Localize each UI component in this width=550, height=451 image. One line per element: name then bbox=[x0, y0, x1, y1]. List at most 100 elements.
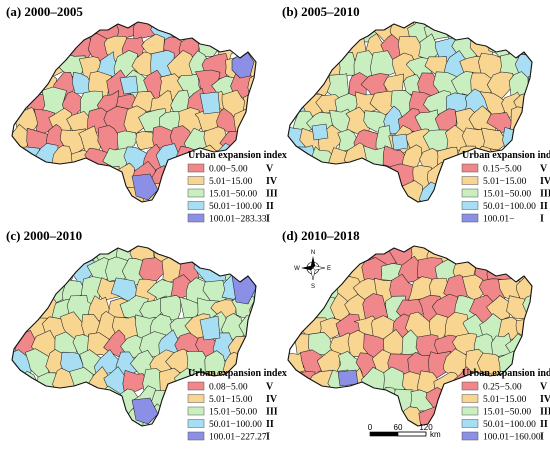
north-arrow-icon: N S E W bbox=[294, 250, 331, 290]
scale-bar-segment bbox=[370, 432, 398, 436]
region-outline bbox=[11, 21, 257, 203]
county-polygon bbox=[18, 69, 40, 101]
county-polygon bbox=[12, 164, 35, 190]
legend-swatch bbox=[461, 188, 479, 198]
county-polygon bbox=[302, 392, 324, 418]
region-outline bbox=[287, 21, 533, 203]
county-polygon bbox=[509, 106, 532, 134]
legend-swatch bbox=[187, 406, 205, 416]
county-polygon bbox=[288, 165, 311, 194]
legend-swatch bbox=[461, 213, 479, 223]
legend-class-label: I bbox=[540, 214, 544, 225]
county-polygon bbox=[288, 277, 308, 304]
county-mosaic bbox=[11, 245, 257, 427]
county-polygon bbox=[288, 386, 311, 417]
county-polygon bbox=[445, 246, 472, 264]
legend-title: Urban expansion index bbox=[462, 150, 550, 161]
county-polygon bbox=[62, 165, 86, 188]
legend-swatch bbox=[461, 201, 479, 210]
legend-class-label: V bbox=[266, 164, 274, 175]
county-polygon bbox=[327, 181, 350, 202]
county-polygon bbox=[418, 33, 442, 62]
county-polygon bbox=[131, 397, 159, 425]
county-polygon bbox=[18, 182, 40, 202]
county-polygon bbox=[123, 105, 147, 138]
county-polygon bbox=[201, 246, 230, 267]
county-polygon bbox=[23, 55, 51, 83]
county-polygon bbox=[12, 51, 35, 83]
county-polygon bbox=[525, 108, 532, 134]
county-polygon bbox=[96, 165, 120, 192]
county-polygon bbox=[12, 36, 41, 62]
legend-range-label: 0.15−5.00 bbox=[483, 165, 522, 175]
legend-swatch bbox=[187, 381, 205, 391]
county-polygon bbox=[334, 164, 366, 190]
legend-class-label: V bbox=[540, 382, 548, 393]
county-polygon bbox=[12, 275, 35, 305]
panel-title: (a) 2000–2005 bbox=[6, 4, 83, 19]
county-polygon bbox=[291, 183, 317, 202]
legend-class-label: IV bbox=[540, 394, 550, 405]
scale-bar: 0 60 120 km bbox=[368, 423, 441, 439]
legend-swatch bbox=[187, 176, 205, 185]
county-polygon bbox=[317, 22, 347, 43]
legend-range-label: 5.01−15.00 bbox=[209, 177, 253, 187]
legend-range-label: 15.01−50.00 bbox=[483, 190, 531, 200]
county-polygon bbox=[13, 297, 44, 322]
county-polygon bbox=[320, 246, 343, 269]
county-polygon bbox=[292, 34, 317, 57]
map-panel-d: (d) 2010–2018 Urban expansion index 0.25−5… bbox=[282, 228, 550, 443]
legend-class-label: IV bbox=[266, 176, 278, 187]
county-polygon bbox=[480, 22, 509, 43]
legend-class-label: II bbox=[266, 201, 274, 212]
compass-west-label: W bbox=[294, 266, 300, 272]
legend-range-label: 50.01−100.00 bbox=[483, 420, 536, 430]
legend-class-label: I bbox=[266, 432, 270, 443]
legend-range-label: 0.00−5.00 bbox=[209, 165, 248, 175]
legend-range-label: 15.01−50.00 bbox=[483, 408, 531, 418]
county-polygon bbox=[119, 75, 139, 95]
county-polygon bbox=[30, 34, 57, 61]
county-polygon bbox=[199, 315, 221, 341]
county-polygon bbox=[301, 166, 325, 189]
county-polygon bbox=[248, 329, 256, 355]
legend-title: Urban expansion index bbox=[462, 368, 550, 379]
county-polygon bbox=[24, 277, 49, 303]
county-polygon bbox=[199, 91, 221, 115]
county-polygon bbox=[288, 22, 309, 46]
county-polygon bbox=[480, 246, 506, 270]
legend-range-label: 100.01−160.00 bbox=[483, 433, 541, 443]
compass-north-label: N bbox=[311, 250, 315, 256]
county-polygon bbox=[78, 165, 102, 193]
legend-class-label: III bbox=[266, 189, 278, 200]
legend-range-label: 0.08−5.00 bbox=[209, 383, 248, 393]
county-polygon bbox=[39, 50, 66, 76]
legend-range-label: 5.01−15.00 bbox=[209, 395, 253, 405]
county-polygon bbox=[104, 185, 131, 202]
compass-east-label: E bbox=[327, 266, 331, 272]
legend-swatch bbox=[187, 431, 205, 441]
county-polygon bbox=[12, 246, 36, 270]
county-polygon bbox=[391, 133, 409, 151]
county-polygon bbox=[167, 160, 192, 189]
county-polygon bbox=[351, 160, 378, 190]
legend-swatch bbox=[461, 431, 479, 441]
county-polygon bbox=[288, 54, 307, 82]
county-polygon bbox=[499, 246, 524, 265]
county-polygon bbox=[193, 253, 227, 283]
county-polygon bbox=[517, 124, 532, 154]
legend-class-label: III bbox=[540, 407, 550, 418]
legend: Urban expansion index 0.15−5.00 V 5.01−15.0… bbox=[461, 150, 550, 225]
legend: Urban expansion index 0.00−5.00 V 5.01−15.0… bbox=[187, 150, 287, 225]
county-polygon bbox=[321, 388, 341, 415]
county-polygon bbox=[30, 259, 60, 287]
legend-range-label: 5.01−15.00 bbox=[483, 177, 527, 187]
county-polygon bbox=[237, 246, 256, 269]
county-polygon bbox=[60, 389, 87, 417]
county-polygon bbox=[62, 22, 87, 40]
legend-class-label: V bbox=[540, 164, 548, 175]
legend-class-label: III bbox=[266, 407, 278, 418]
legend-swatch bbox=[187, 201, 205, 210]
county-polygon bbox=[500, 22, 524, 43]
legend: Urban expansion index 0.08−5.00 V 5.01−15.0… bbox=[187, 368, 287, 443]
